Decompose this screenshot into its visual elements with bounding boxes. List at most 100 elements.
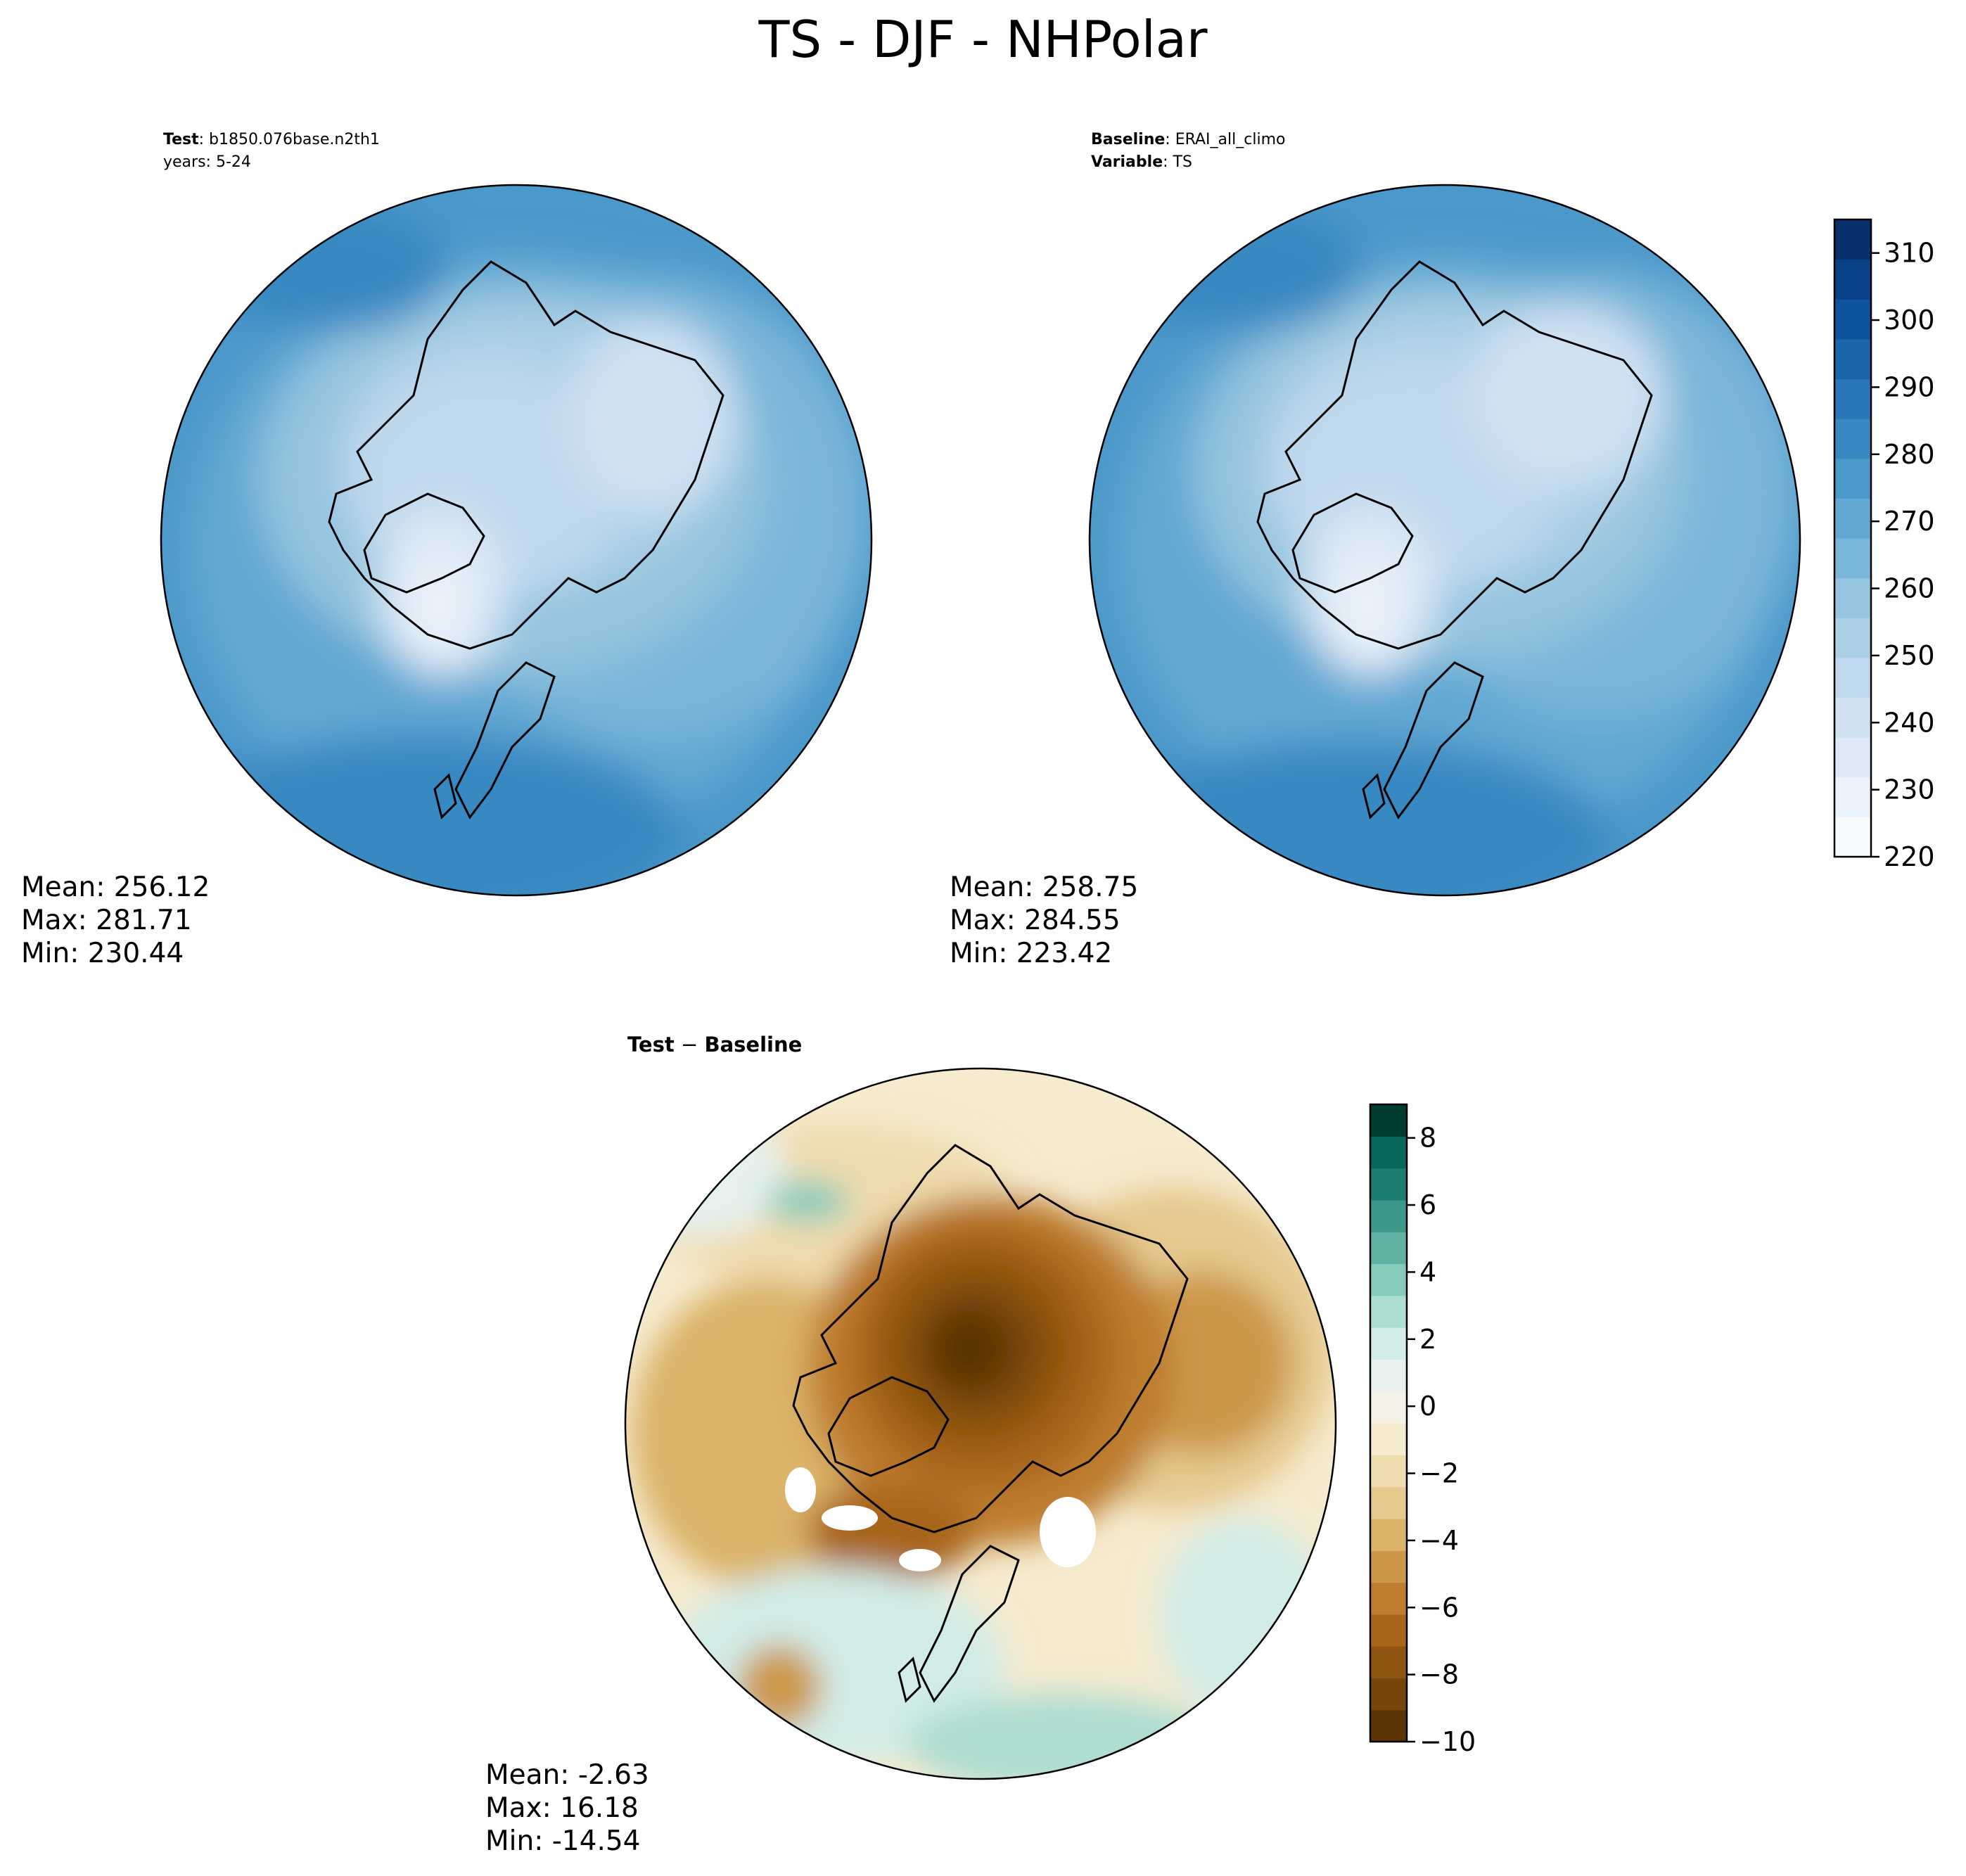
diff-colorbar-segment: [1370, 1359, 1407, 1392]
diff-colorbar-segment: [1370, 1678, 1407, 1711]
diff-colorbar-segment: [1370, 1104, 1407, 1137]
baseline-coastline: [1256, 260, 1653, 650]
diff-stats: Mean: -2.63 Max: 16.18 Min: -14.54: [485, 1759, 649, 1858]
diff-mean: Mean: -2.63: [485, 1759, 649, 1791]
baseline-label-value: ERAI_all_climo: [1175, 131, 1286, 148]
abs-colorbar-tick-label: 290: [1884, 371, 1935, 402]
diff-colorbar-tick-label: 8: [1419, 1123, 1436, 1154]
baseline-polar-map: [1088, 184, 1801, 897]
test-max: Max: 281.71: [21, 905, 192, 936]
abs-colorbar-tick-label: 300: [1884, 305, 1935, 336]
test-min: Min: 230.44: [21, 938, 184, 969]
test-years: years: 5-24: [163, 153, 251, 171]
diff-colorbar-segment: [1370, 1709, 1407, 1742]
abs-colorbar-segment: [1834, 817, 1871, 857]
diff-colorbar-tick-label: −4: [1419, 1525, 1459, 1556]
diff-colorbar-tick-label: 0: [1419, 1391, 1436, 1422]
baseline-panel-subtitle: Baseline: ERAI_all_climo Variable: TS: [1091, 131, 1286, 171]
abs-colorbar-tick-label: 310: [1884, 238, 1935, 269]
difference-polar-map: [624, 1067, 1337, 1780]
baseline-max: Max: 284.55: [950, 905, 1121, 936]
diff-colorbar-tick-label: 4: [1419, 1256, 1436, 1287]
abs-colorbar-segment: [1834, 338, 1871, 380]
diff-colorbar-segment: [1370, 1550, 1407, 1583]
test-uk: [433, 773, 457, 819]
diff-colorbar-segment: [1370, 1168, 1407, 1201]
diff-coastline: [792, 1144, 1189, 1533]
colorbar-absolute: 220 230 240 250 260 270 280 290 300 310: [1833, 218, 1935, 872]
abs-colorbar-tick-label: 280: [1884, 439, 1935, 470]
test-label-value: b1850.076base.n2th1: [209, 131, 380, 148]
abs-colorbar-segment: [1834, 378, 1871, 419]
test-coastline: [328, 260, 725, 650]
diff-colorbar-segment: [1370, 1582, 1407, 1615]
test-mean: Mean: 256.12: [21, 872, 210, 903]
abs-colorbar-segment: [1834, 737, 1871, 778]
abs-colorbar-segment: [1834, 299, 1871, 340]
diff-colorbar-tick-label: −2: [1419, 1458, 1459, 1489]
abs-colorbar-segment: [1834, 697, 1871, 738]
diff-label-b: Baseline: [704, 1033, 803, 1057]
diff-colorbar-segment: [1370, 1199, 1407, 1232]
abs-colorbar-segment: [1834, 578, 1871, 618]
baseline-mean: Mean: 258.75: [950, 872, 1139, 903]
abs-colorbar-segment: [1834, 219, 1871, 260]
diff-max: Max: 16.18: [485, 1792, 639, 1824]
test-polar-map: [160, 184, 873, 897]
diff-colorbar-tick-label: −10: [1419, 1726, 1476, 1757]
diff-colorbar-segment: [1370, 1263, 1407, 1296]
baseline-uk: [1362, 773, 1386, 819]
abs-colorbar-tick-label: 220: [1884, 841, 1935, 872]
abs-colorbar-segment: [1834, 777, 1871, 817]
diff-colorbar-segment: [1370, 1518, 1407, 1551]
abs-colorbar-tick-label: 260: [1884, 573, 1935, 604]
colorbar-difference: −10 −8 −6 −4 −2 0 2 4 6 8: [1369, 1103, 1476, 1757]
abs-colorbar-tick-label: 230: [1884, 774, 1935, 805]
abs-colorbar-tick-label: 270: [1884, 506, 1935, 537]
diff-min: Min: -14.54: [485, 1825, 641, 1857]
abs-colorbar-segment: [1834, 657, 1871, 698]
diff-colorbar-segment: [1370, 1295, 1407, 1328]
abs-colorbar-tick-label: 250: [1884, 640, 1935, 671]
diff-colorbar-segment: [1370, 1232, 1407, 1265]
abs-colorbar-segment: [1834, 458, 1871, 499]
abs-colorbar-segment: [1834, 538, 1871, 579]
diff-europe: [919, 1545, 1020, 1703]
baseline-var-key: Variable: [1091, 153, 1163, 171]
diff-colorbar-frame: [1369, 1103, 1408, 1743]
abs-colorbar-segment: [1834, 259, 1871, 300]
baseline-stats: Mean: 258.75 Max: 284.55 Min: 223.42: [950, 871, 1138, 970]
abs-colorbar-tick-label: 240: [1884, 707, 1935, 738]
test-stats: Mean: 256.12 Max: 281.71 Min: 230.44: [21, 871, 210, 970]
diff-colorbar-segment: [1370, 1455, 1407, 1488]
test-panel-subtitle: Test: b1850.076base.n2th1 years: 5-24: [163, 129, 380, 174]
diff-colorbar-segment: [1370, 1646, 1407, 1678]
diff-greenland: [827, 1376, 950, 1477]
baseline-europe: [1383, 661, 1484, 819]
abs-colorbar-frame: [1833, 218, 1872, 858]
figure-title: TS - DJF - NHPolar: [758, 10, 1208, 69]
baseline-greenland: [1291, 492, 1414, 594]
diff-label-a: Test: [627, 1033, 675, 1057]
abs-colorbar-segment: [1834, 498, 1871, 539]
diff-uk: [898, 1657, 921, 1703]
diff-panel-subtitle: Test − Baseline: [627, 1033, 803, 1057]
diff-colorbar-segment: [1370, 1391, 1407, 1424]
diff-colorbar-segment: [1370, 1486, 1407, 1519]
test-europe: [454, 661, 556, 819]
baseline-var-value: TS: [1173, 153, 1192, 171]
abs-colorbar-segment: [1834, 419, 1871, 459]
baseline-label-key: Baseline: [1091, 131, 1166, 148]
abs-colorbar-segment: [1834, 618, 1871, 658]
diff-colorbar-segment: [1370, 1136, 1407, 1169]
test-label-key: Test: [163, 131, 199, 148]
diff-colorbar-tick-label: 6: [1419, 1189, 1436, 1220]
diff-colorbar-segment: [1370, 1423, 1407, 1455]
diff-colorbar-tick-label: 2: [1419, 1324, 1436, 1355]
diff-colorbar-tick-label: −6: [1419, 1592, 1459, 1623]
baseline-min: Min: 223.42: [950, 938, 1113, 969]
diff-colorbar-tick-label: −8: [1419, 1659, 1459, 1690]
diff-colorbar-segment: [1370, 1327, 1407, 1360]
diff-colorbar-segment: [1370, 1614, 1407, 1647]
test-greenland: [363, 492, 485, 594]
